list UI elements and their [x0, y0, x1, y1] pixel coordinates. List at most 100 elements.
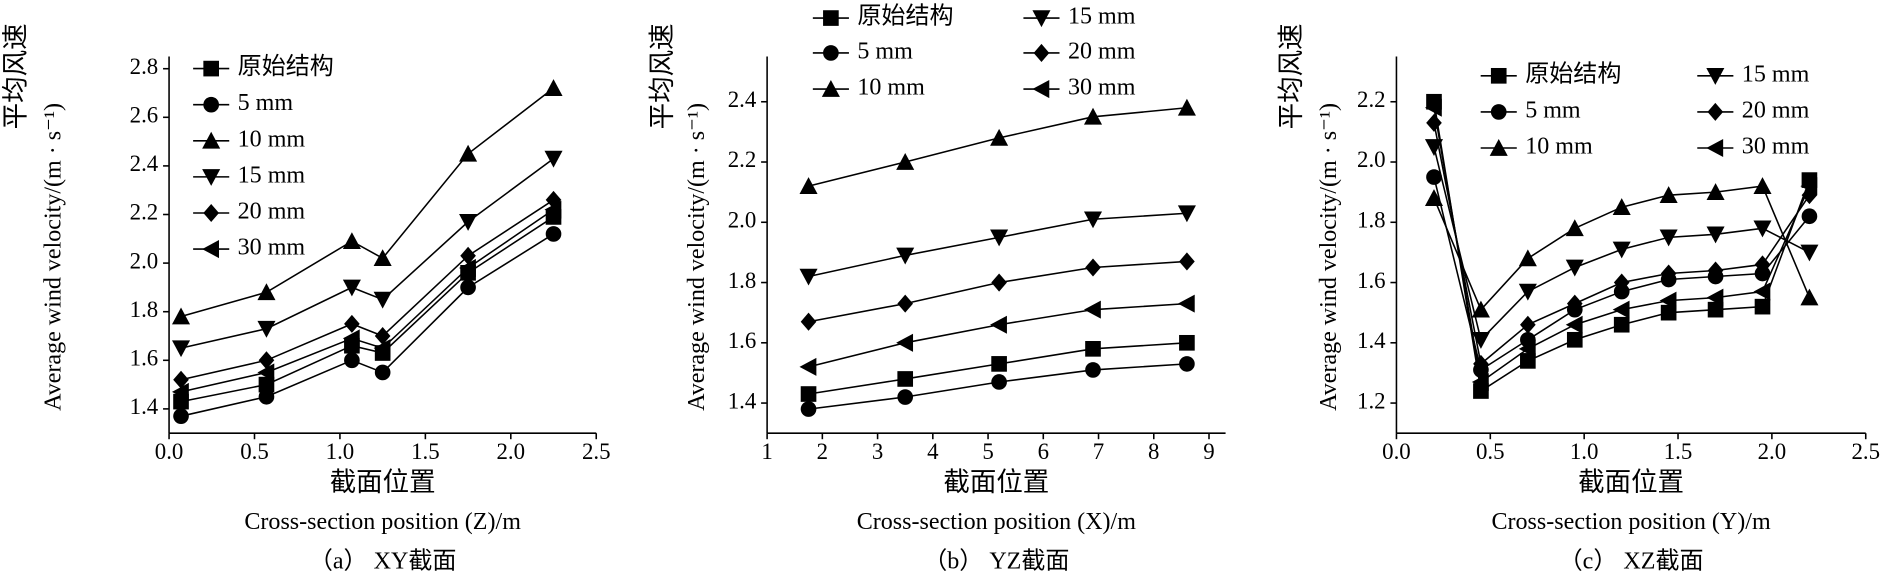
y-tick-label: 1.8	[728, 268, 757, 293]
marker	[1566, 331, 1583, 348]
marker	[1083, 107, 1103, 125]
marker	[173, 408, 189, 425]
marker	[1613, 273, 1630, 292]
series-line	[180, 208, 554, 393]
marker	[1179, 252, 1195, 271]
legend-label: 20 mm	[1742, 97, 1810, 123]
y-tick-label: 1.6	[130, 346, 159, 371]
series-line	[180, 157, 554, 349]
marker	[1613, 316, 1630, 333]
legend-label: 10 mm	[857, 75, 925, 101]
x-tick-label: 7	[1093, 439, 1104, 464]
marker	[897, 371, 914, 387]
y-tick-label: 1.2	[1357, 388, 1386, 413]
y-axis-title-cn: 平均风速	[1, 23, 31, 129]
marker	[800, 401, 817, 417]
y-tick-label: 2.0	[130, 248, 159, 273]
marker	[171, 307, 191, 325]
y-tick-label: 2.2	[728, 147, 757, 172]
y-axis-title: Average wind velocity/(m · s⁻¹)	[40, 103, 66, 411]
marker	[1565, 219, 1584, 237]
x-axis-title-cn: 截面位置	[943, 467, 1049, 497]
marker	[1707, 301, 1724, 318]
marker	[171, 382, 189, 401]
marker	[1518, 283, 1537, 301]
marker	[1179, 334, 1195, 351]
marker	[1520, 315, 1536, 334]
x-axis-title-cn: 截面位置	[1578, 467, 1684, 497]
marker	[342, 232, 361, 250]
x-tick-label: 3	[872, 439, 883, 464]
marker	[344, 314, 360, 333]
marker	[821, 80, 840, 97]
marker	[203, 96, 219, 113]
marker	[373, 249, 392, 267]
marker	[344, 352, 360, 369]
legend-label: 15 mm	[1068, 4, 1136, 30]
x-tick-label: 0.0	[155, 439, 184, 464]
marker	[460, 279, 476, 296]
marker	[990, 229, 1009, 247]
y-axis-title: Average wind velocity/(m · s⁻¹)	[684, 103, 710, 411]
legend-label: 30 mm	[1742, 134, 1810, 160]
marker	[1566, 294, 1583, 313]
marker	[1490, 104, 1507, 120]
marker	[1424, 98, 1442, 117]
marker	[1032, 10, 1051, 28]
marker	[897, 389, 914, 405]
marker	[1753, 282, 1771, 301]
marker	[171, 340, 191, 358]
marker	[1612, 241, 1631, 259]
marker	[1565, 315, 1583, 334]
caption: （b） YZ截面	[923, 548, 1069, 575]
x-tick-label: 6	[1038, 439, 1049, 464]
series-line	[180, 87, 554, 318]
y-tick-label: 1.8	[130, 297, 159, 322]
marker	[459, 144, 478, 162]
legend-label: 5 mm	[1525, 97, 1581, 123]
y-tick-label: 2.0	[728, 208, 757, 233]
marker	[1085, 341, 1101, 357]
marker	[991, 356, 1007, 372]
x-tick-label: 4	[927, 439, 939, 464]
marker	[1659, 291, 1677, 310]
marker	[1518, 249, 1537, 267]
y-tick-label: 1.6	[728, 328, 757, 353]
y-tick-label: 1.4	[728, 388, 757, 413]
marker	[1490, 67, 1507, 84]
y-tick-label: 2.4	[130, 151, 159, 176]
marker	[1083, 300, 1101, 319]
caption: （a） XY截面	[309, 548, 457, 575]
marker	[1177, 294, 1195, 313]
y-tick-label: 1.8	[1357, 208, 1386, 233]
marker	[1177, 98, 1196, 116]
legend-label: 原始结构	[1525, 60, 1621, 87]
marker	[896, 247, 915, 265]
marker	[1471, 372, 1489, 391]
y-axis-title: Average wind velocity/(m · s⁻¹)	[1316, 103, 1342, 411]
y-tick-label: 2.6	[130, 103, 159, 128]
legend-label: 20 mm	[238, 199, 306, 225]
marker	[1707, 102, 1724, 121]
marker	[800, 312, 817, 331]
y-tick-label: 1.6	[1357, 268, 1386, 293]
x-tick-label: 5	[982, 439, 993, 464]
marker	[258, 376, 275, 393]
x-tick-label: 2.0	[497, 439, 526, 464]
marker	[823, 45, 839, 61]
marker	[258, 388, 275, 405]
panel: 1.2 1.4 1.6 1.8 2.0 2.2 0.0 0.5 1.0 1.5 2.0 2.5 平均风速…	[1276, 23, 1880, 574]
marker	[1520, 353, 1536, 369]
marker	[1032, 80, 1050, 99]
marker	[1033, 43, 1050, 62]
x-tick-label: 8	[1148, 439, 1159, 464]
marker	[991, 273, 1007, 292]
y-tick-label: 2.2	[130, 200, 159, 225]
y-tick-label: 2.2	[1357, 87, 1386, 112]
marker	[202, 169, 221, 186]
x-tick-label: 0.5	[1476, 439, 1505, 464]
x-axis-title: Cross-section position (X)/m	[857, 509, 1136, 535]
marker	[257, 283, 276, 301]
x-axis-title-cn: 截面位置	[330, 467, 436, 497]
